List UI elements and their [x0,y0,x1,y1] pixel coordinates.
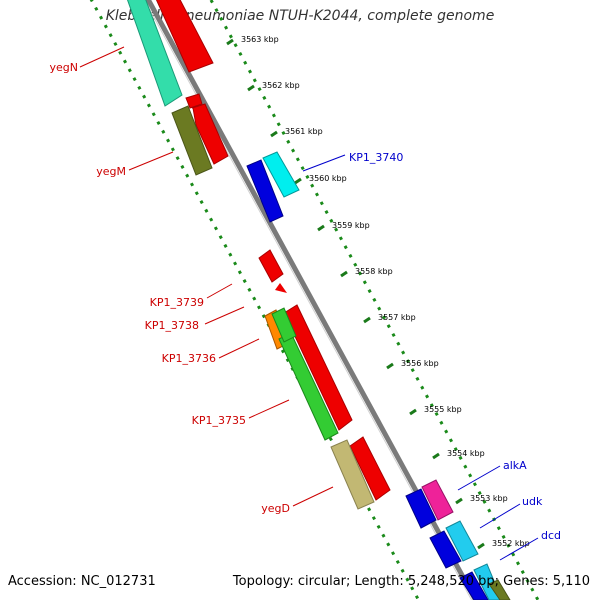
label-connectors [79,46,539,561]
scale-tick-label: 3561 kbp [285,127,323,136]
map-title: Klebsiella pneumoniae NTUH-K2044, comple… [105,8,495,24]
connector-kp3735 [248,399,290,419]
gene-red-long [283,304,353,431]
scale-tick-label: 3556 kbp [401,359,439,368]
connector-dcd [499,537,539,561]
connector-yegD [292,486,334,507]
gene-blue-alkA [405,488,437,529]
gene-label-kp1-3739[interactable]: KP1_3739 [150,296,204,309]
connector-kp3738 [204,306,245,325]
gene-red-arrow-4 [275,283,287,293]
gene-cyan-udk [445,520,479,562]
outer-dotted-track [209,0,540,600]
gene-red-top [155,0,214,73]
scale-tick-label: 3554 kbp [447,449,485,458]
scale-tick-mark [270,130,278,138]
gene-red-arrow-3 [258,249,284,283]
gene-label-alka[interactable]: alkA [503,459,527,472]
gene-red-arrow-yegD [349,436,391,501]
gene-features [127,0,511,600]
gene-magenta-alkA [421,479,454,521]
gene-label-yegd[interactable]: yegD [261,502,290,515]
scale-tick-mark [226,38,234,46]
connector-udk [479,503,521,529]
gene-label-kp1-3736[interactable]: KP1_3736 [162,352,216,365]
gene-red-arrow-2 [185,93,203,109]
scale-tick-mark [432,452,440,460]
scale-tick-label: 3553 kbp [470,494,508,503]
gene-cyan-kp3740 [262,151,300,198]
gene-green-kp3736 [271,307,297,343]
gene-labels: yegN yegM KP1_3740 KP1_3739 KP1_3738 KP1_3736… [50,61,562,542]
connector-alkA [457,465,501,491]
scale-tick-mark [386,362,394,370]
scale-tick-mark [294,177,302,185]
scale-tick-label: 3555 kbp [424,405,462,414]
gene-olive-yegM [171,105,213,176]
gene-label-kp1-3735[interactable]: KP1_3735 [192,414,246,427]
connector-yegN [79,46,125,68]
gene-blue-udk [429,530,462,569]
accession-text: Accession: NC_012731 [8,574,156,589]
scale-tick-mark [363,316,371,324]
scale-tick-label: 3552 kbp [492,539,530,548]
scale-tick-mark [317,224,325,232]
gene-label-dcd[interactable]: dcd [541,529,561,542]
scale-tick-mark [409,408,417,416]
scale-tick-label: 3557 kbp [378,313,416,322]
scale-tick-mark [477,542,485,550]
scale-tick-label: 3558 kbp [355,267,393,276]
scale-tick-label: 3559 kbp [332,221,370,230]
gene-blue-kp3740 [246,159,284,223]
dotted-tracks [89,0,540,600]
gene-label-kp1-3740[interactable]: KP1_3740 [349,151,403,164]
connector-kp3739 [206,283,233,299]
connector-yegM [128,151,174,171]
gene-teal-top [127,0,183,107]
scale-tick-mark [340,270,348,278]
scale-tick-mark [247,84,255,92]
scale-tick-label: 3563 kbp [241,35,279,44]
connector-kp3736 [218,338,260,359]
gene-red-arrow-1 [191,103,229,165]
connector-kp3740 [302,154,346,172]
topology-text: Topology: circular; Length: 5,248,520 bp… [232,574,590,589]
scale-tick-mark [455,497,463,505]
scale-ticks: 3563 kbp 3562 kbp 3561 kbp 3560 kbp 3559 kbp… [226,35,530,550]
scale-tick-label: 3560 kbp [309,174,347,183]
gene-blue-dcd [459,571,489,600]
scale-tick-label: 3562 kbp [262,81,300,90]
gene-label-yegm[interactable]: yegM [96,165,126,178]
gene-label-udk[interactable]: udk [522,495,543,508]
gene-olive-dcd [488,579,511,600]
gene-khaki-yegD [330,439,375,510]
gene-label-yegn[interactable]: yegN [50,61,79,74]
gene-label-kp1-3738[interactable]: KP1_3738 [145,319,199,332]
